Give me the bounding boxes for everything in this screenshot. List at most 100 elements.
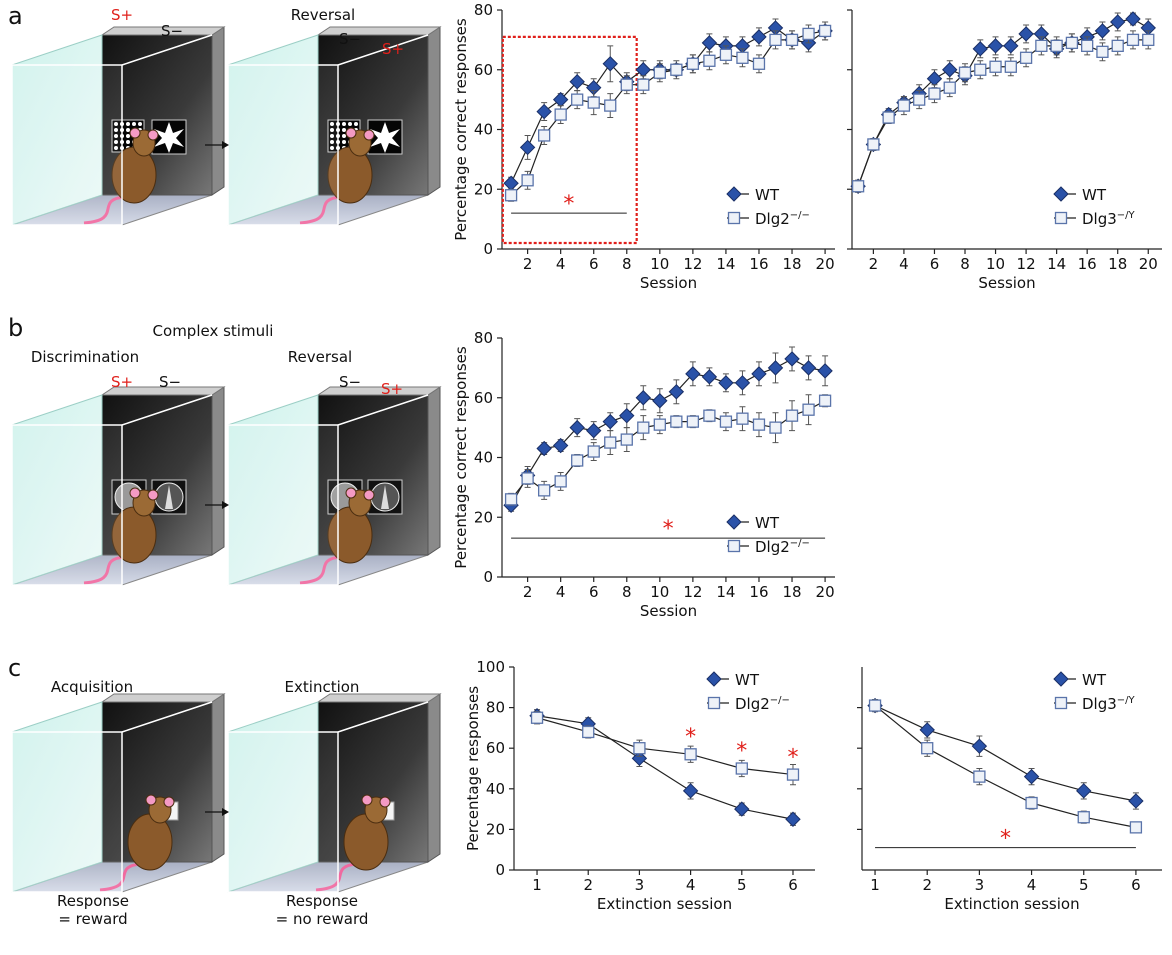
chamber: [228, 694, 440, 892]
stimulus-dot: [126, 134, 130, 138]
significance-star: *: [563, 192, 574, 217]
marker: [702, 370, 716, 384]
chamber: [12, 27, 224, 225]
marker: [539, 130, 550, 141]
y-tick-label: 80: [474, 1, 493, 19]
marker: [532, 712, 543, 723]
x-tick-label: 18: [1108, 255, 1127, 273]
rat-ear: [364, 490, 374, 500]
marker: [1082, 40, 1093, 51]
legend-marker: [1054, 187, 1068, 201]
x-tick-label: 8: [960, 255, 970, 273]
marker: [736, 763, 747, 774]
legend-label: Dlg2−/−: [755, 210, 810, 228]
illustration-text: Reversal: [288, 348, 352, 366]
marker: [603, 415, 617, 429]
x-tick-label: 20: [1139, 255, 1158, 273]
marker: [634, 743, 645, 754]
marker: [654, 419, 665, 430]
marker: [1126, 12, 1140, 26]
marker: [737, 413, 748, 424]
marker: [537, 105, 551, 119]
chamber: [228, 387, 440, 585]
stimulus-dot: [126, 128, 130, 132]
chamber-front: [12, 732, 122, 892]
stimulus-dot: [342, 122, 346, 126]
rat-ear: [380, 797, 390, 807]
significance-star: *: [663, 517, 674, 542]
stimulus-dot: [342, 128, 346, 132]
marker: [803, 28, 814, 39]
illustration-text: S+: [111, 6, 133, 24]
stimulus-dot: [126, 122, 130, 126]
x-tick-label: 4: [899, 255, 909, 273]
y-tick-label: 0: [483, 240, 493, 258]
x-tick-label: 16: [749, 255, 768, 273]
x-tick-label: 4: [686, 876, 696, 894]
marker: [537, 442, 551, 456]
illustration-text: S+: [381, 380, 403, 398]
illustration-text: Extinction: [285, 678, 360, 696]
legend-name: Dlg3: [1082, 210, 1117, 228]
y-tick-label: 20: [474, 508, 493, 526]
marker: [973, 42, 987, 56]
y-tick-label: 40: [474, 121, 493, 139]
chamber-front: [228, 425, 338, 585]
marker: [684, 784, 698, 798]
x-tick-label: 10: [650, 255, 669, 273]
marker: [1005, 61, 1016, 72]
x-tick-label: 16: [1078, 255, 1097, 273]
y-tick-label: 80: [474, 329, 493, 347]
x-tick-label: 10: [986, 255, 1005, 273]
x-tick-label: 18: [782, 255, 801, 273]
annotation-star: *: [685, 725, 696, 750]
stimulus-dot: [126, 140, 130, 144]
y-tick-label: 0: [495, 861, 505, 879]
x-tick-label: 16: [749, 583, 768, 601]
marker: [735, 802, 749, 816]
rat-ear: [148, 130, 158, 140]
marker: [883, 112, 894, 123]
x-tick-label: 14: [1047, 255, 1066, 273]
x-tick-label: 20: [816, 583, 835, 601]
illustration-text: S+: [111, 373, 133, 391]
rat-ear: [362, 795, 372, 805]
marker: [555, 476, 566, 487]
legend-marker: [729, 541, 740, 552]
legend-name: WT: [1082, 186, 1107, 204]
marker: [638, 422, 649, 433]
marker: [1066, 37, 1077, 48]
marker: [522, 175, 533, 186]
chamber: [228, 27, 440, 225]
marker: [1129, 794, 1143, 808]
marker: [820, 25, 831, 36]
marker: [720, 416, 731, 427]
chamber: [12, 694, 224, 892]
marker: [974, 771, 985, 782]
y-tick-label: 60: [474, 61, 493, 79]
x-tick-label: 2: [523, 583, 533, 601]
marker: [605, 437, 616, 448]
y-axis-label: Percentage correct responses: [452, 18, 470, 241]
marker: [868, 139, 879, 150]
y-tick-label: 20: [486, 820, 505, 838]
marker: [704, 55, 715, 66]
panel-label: a: [8, 2, 23, 30]
marker: [704, 410, 715, 421]
illustration-text: S−: [161, 22, 183, 40]
figure: aS+S−ReversalS−S+bComplex stimuliDiscrim…: [0, 0, 1172, 955]
marker: [960, 67, 971, 78]
marker: [972, 739, 986, 753]
rat-ear: [130, 128, 140, 138]
marker: [638, 79, 649, 90]
illustration-text: = reward: [58, 910, 127, 928]
marker: [870, 700, 881, 711]
y-axis-label: Percentage responses: [464, 686, 482, 851]
rat-ear: [146, 795, 156, 805]
chamber-top-edge: [318, 387, 440, 395]
marker: [787, 34, 798, 45]
marker: [818, 364, 832, 378]
x-tick-label: 1: [532, 876, 542, 894]
marker: [1051, 40, 1062, 51]
